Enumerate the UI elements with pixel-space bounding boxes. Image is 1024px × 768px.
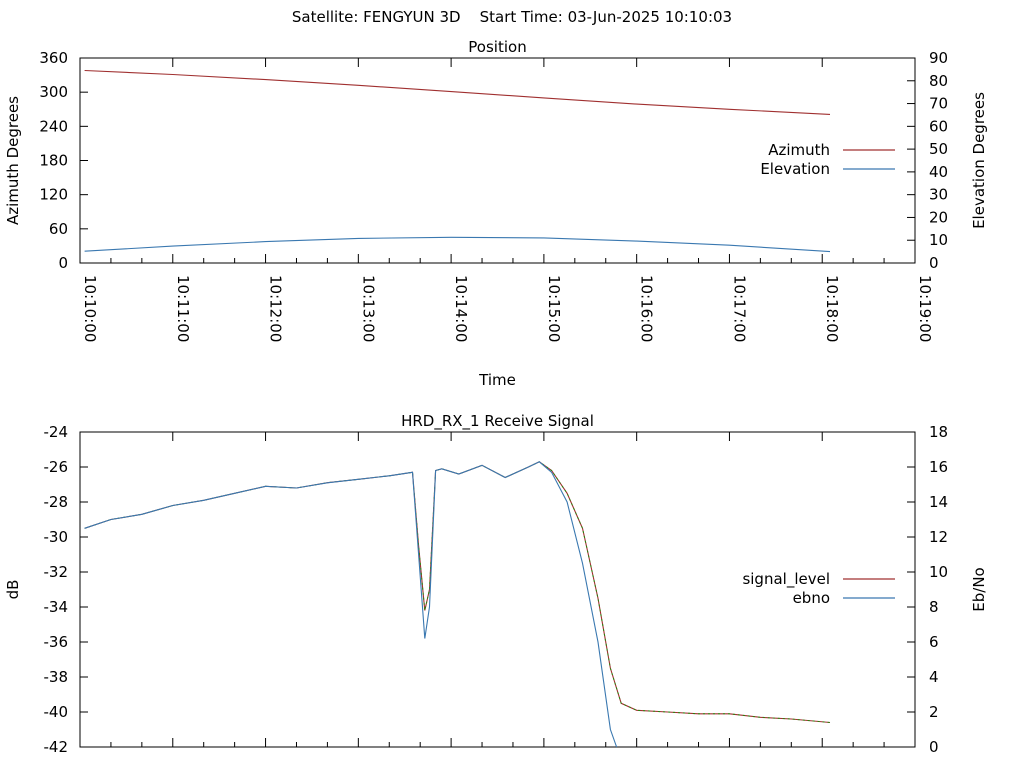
- legend-label-azimuth: Azimuth: [768, 141, 830, 159]
- x-tick-label: 10:10:00: [81, 275, 99, 342]
- y2-tick-label: 2: [929, 703, 939, 721]
- y2-axis-label: Elevation Degrees: [970, 92, 988, 229]
- series-line-ebno: [84, 461, 618, 748]
- y-tick-label: -26: [44, 458, 69, 476]
- y-axis-label: dB: [4, 580, 22, 600]
- y2-tick-label: 60: [929, 117, 948, 135]
- legend-label-elevation: Elevation: [760, 160, 830, 178]
- y2-tick-label: 12: [929, 528, 948, 546]
- y2-tick-label: 6: [929, 633, 939, 651]
- y-tick-label: -38: [44, 668, 69, 686]
- plot-frame: [79, 431, 916, 748]
- y2-tick-label: 0: [929, 738, 939, 756]
- y2-tick-label: 18: [929, 423, 948, 441]
- y2-axis-label: Eb/No: [970, 567, 988, 611]
- receive-signal-chart: HRD_RX_1 Receive Signal -42 -40 -38 -36 -34 -3…: [4, 412, 988, 756]
- y2-tick-label: 40: [929, 163, 948, 181]
- y2-tick-label: 0: [929, 254, 939, 272]
- y-tick-label: -24: [44, 423, 69, 441]
- start-time-label: Start Time: 03-Jun-2025 10:10:03: [479, 8, 733, 26]
- series-line-signal-level: [84, 461, 831, 724]
- x-tick-label: 10:18:00: [823, 275, 841, 342]
- y2-tick-label: 16: [929, 458, 948, 476]
- y2-tick-label: 14: [929, 493, 948, 511]
- y-tick-label: -42: [44, 738, 69, 756]
- y-tick-label: -36: [44, 633, 69, 651]
- series-line-azimuth: [84, 69, 831, 115]
- y2-tick-label: 4: [929, 668, 939, 686]
- x-axis-label: Time: [478, 371, 516, 389]
- x-tick-label: 10:12:00: [267, 275, 285, 342]
- chart-title: HRD_RX_1 Receive Signal: [401, 412, 594, 431]
- y-tick-label: 240: [39, 117, 68, 135]
- y2-tick-label: 50: [929, 140, 948, 158]
- chart-title: Position: [468, 38, 526, 56]
- y-tick-label: 60: [49, 220, 68, 238]
- y-tick-label: 360: [39, 49, 68, 67]
- legend-label-ebno: ebno: [793, 589, 830, 607]
- y2-tick-label: 10: [929, 231, 948, 249]
- chart-header: Satellite: FENGYUN 3D Start Time: 03-Jun…: [0, 8, 1024, 26]
- x-tick-label: 10:15:00: [545, 275, 563, 342]
- y-tick-label: 120: [39, 186, 68, 204]
- y-tick-label: -32: [44, 563, 69, 581]
- x-tick-label: 10:13:00: [359, 275, 377, 342]
- y2-tick-label: 8: [929, 598, 939, 616]
- series-line-elevation: [84, 236, 831, 253]
- x-tick-label: 10:14:00: [452, 275, 470, 342]
- x-tick-label: 10:19:00: [916, 275, 934, 342]
- x-tick-label: 10:16:00: [638, 275, 656, 342]
- position-chart: Position 0 60 120 180 240 300 360 0 10 20 30 40 50 60 7…: [4, 38, 988, 389]
- y-tick-label: -34: [44, 598, 69, 616]
- y2-tick-label: 30: [929, 186, 948, 204]
- y-tick-label: -28: [44, 493, 69, 511]
- legend-label-signal-level: signal_level: [742, 570, 830, 589]
- x-tick-label: 10:17:00: [730, 275, 748, 342]
- y-tick-label: 180: [39, 152, 68, 170]
- y2-tick-label: 90: [929, 49, 948, 67]
- y-tick-label: 0: [58, 254, 68, 272]
- satellite-label: Satellite: FENGYUN 3D: [291, 8, 461, 26]
- series-overlay-signal-level: [84, 461, 831, 723]
- y-tick-label: -40: [44, 703, 69, 721]
- y-tick-label: 300: [39, 83, 68, 101]
- y2-tick-label: 70: [929, 95, 948, 113]
- y-axis-label: Azimuth Degrees: [4, 96, 22, 225]
- y-tick-label: -30: [44, 528, 69, 546]
- y2-tick-label: 20: [929, 208, 948, 226]
- y2-tick-label: 80: [929, 72, 948, 90]
- x-tick-label: 10:11:00: [174, 275, 192, 342]
- y2-tick-label: 10: [929, 563, 948, 581]
